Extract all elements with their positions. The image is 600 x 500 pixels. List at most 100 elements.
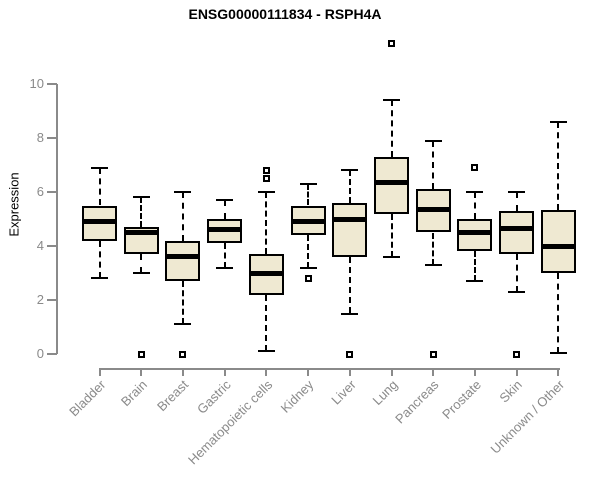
x-axis-tick	[390, 368, 393, 376]
upper-whisker-cap	[466, 191, 484, 193]
upper-whisker-line	[473, 192, 476, 219]
y-tick-label: 0	[36, 346, 44, 361]
outlier-point	[262, 166, 270, 174]
x-axis-tick	[307, 368, 310, 376]
x-tick-label: Breast	[154, 377, 192, 415]
median-line	[415, 207, 451, 213]
y-axis-line	[56, 84, 58, 354]
upper-whisker-line	[140, 197, 143, 228]
lower-whisker-line	[98, 240, 101, 279]
upper-whisker-cap	[132, 196, 150, 199]
outlier-point	[346, 350, 354, 358]
x-axis-tick	[515, 368, 518, 376]
lower-whisker-cap	[549, 351, 567, 354]
outlier-point	[471, 164, 479, 172]
y-axis-tick	[47, 245, 57, 247]
lower-whisker-cap	[341, 312, 359, 315]
median-line	[374, 180, 410, 186]
iqr-box	[540, 209, 576, 273]
y-axis-tick	[47, 83, 57, 85]
lower-whisker-line	[390, 213, 393, 257]
x-axis-line	[99, 368, 560, 370]
lower-whisker-cap	[132, 272, 150, 274]
median-line	[457, 230, 493, 235]
upper-whisker-line	[307, 183, 310, 206]
iqr-box	[332, 202, 368, 257]
outlier-point	[513, 350, 521, 358]
chart-title: ENSG00000111834 - RSPH4A	[188, 6, 382, 22]
upper-whisker-cap	[91, 166, 108, 169]
iqr-box	[457, 219, 493, 252]
x-tick-label: Gastric	[193, 377, 234, 417]
lower-whisker-line	[348, 256, 351, 314]
x-tick-label: Unknown / Other	[487, 377, 568, 457]
upper-whisker-line	[181, 192, 184, 241]
lower-whisker-line	[473, 251, 476, 282]
upper-whisker-line	[432, 140, 435, 190]
upper-whisker-cap	[216, 199, 234, 202]
y-axis-tick	[47, 137, 57, 139]
lower-whisker-cap	[466, 280, 484, 283]
lower-whisker-cap	[257, 350, 275, 353]
median-line	[165, 254, 201, 260]
outlier-point	[304, 274, 312, 282]
median-line	[123, 230, 159, 235]
y-axis-tick	[47, 299, 57, 301]
upper-whisker-line	[348, 170, 351, 203]
upper-whisker-cap	[174, 191, 192, 193]
x-axis-tick	[140, 368, 143, 376]
lower-whisker-cap	[508, 290, 526, 293]
x-axis-tick	[432, 368, 435, 376]
upper-whisker-line	[265, 192, 268, 255]
median-line	[499, 225, 535, 231]
x-axis-tick	[348, 368, 351, 376]
lower-whisker-cap	[91, 277, 108, 280]
lower-whisker-line	[432, 232, 435, 265]
lower-whisker-line	[223, 243, 226, 268]
x-tick-label: Kidney	[278, 377, 317, 416]
upper-whisker-cap	[383, 99, 401, 102]
lower-whisker-cap	[174, 323, 192, 326]
median-line	[82, 219, 117, 225]
median-line	[540, 243, 576, 249]
lower-whisker-line	[140, 254, 143, 273]
y-tick-label: 2	[36, 292, 44, 307]
upper-whisker-cap	[508, 191, 526, 193]
upper-whisker-cap	[549, 120, 567, 123]
y-tick-label: 10	[29, 76, 44, 91]
median-line	[248, 270, 284, 276]
x-tick-label: Lung	[369, 377, 401, 409]
lower-whisker-cap	[383, 255, 401, 258]
upper-whisker-cap	[299, 182, 317, 185]
upper-whisker-line	[557, 121, 560, 210]
lower-whisker-line	[265, 294, 268, 352]
outlier-point	[262, 175, 270, 182]
lower-whisker-cap	[424, 263, 442, 266]
median-line	[332, 216, 368, 222]
median-line	[207, 227, 243, 233]
x-axis-tick	[223, 368, 226, 376]
lower-whisker-line	[515, 254, 518, 292]
y-axis-tick	[47, 353, 57, 355]
upper-whisker-line	[390, 100, 393, 157]
x-tick-label: Prostate	[438, 377, 484, 422]
upper-whisker-cap	[257, 191, 275, 193]
iqr-box	[374, 156, 410, 214]
upper-whisker-cap	[424, 139, 442, 142]
lower-whisker-line	[557, 273, 560, 353]
lower-whisker-cap	[299, 266, 317, 269]
y-axis-tick	[47, 191, 57, 193]
x-tick-label: Brain	[117, 377, 150, 410]
x-axis-tick	[181, 368, 184, 376]
upper-whisker-line	[98, 167, 101, 206]
upper-whisker-line	[223, 200, 226, 219]
outlier-point	[388, 40, 396, 47]
x-axis-tick	[473, 368, 476, 376]
x-tick-label: Bladder	[65, 377, 109, 420]
median-line	[290, 219, 326, 225]
x-tick-label: Pancreas	[392, 377, 442, 427]
lower-whisker-line	[181, 281, 184, 325]
lower-whisker-line	[307, 235, 310, 268]
x-tick-label: Liver	[327, 377, 359, 408]
